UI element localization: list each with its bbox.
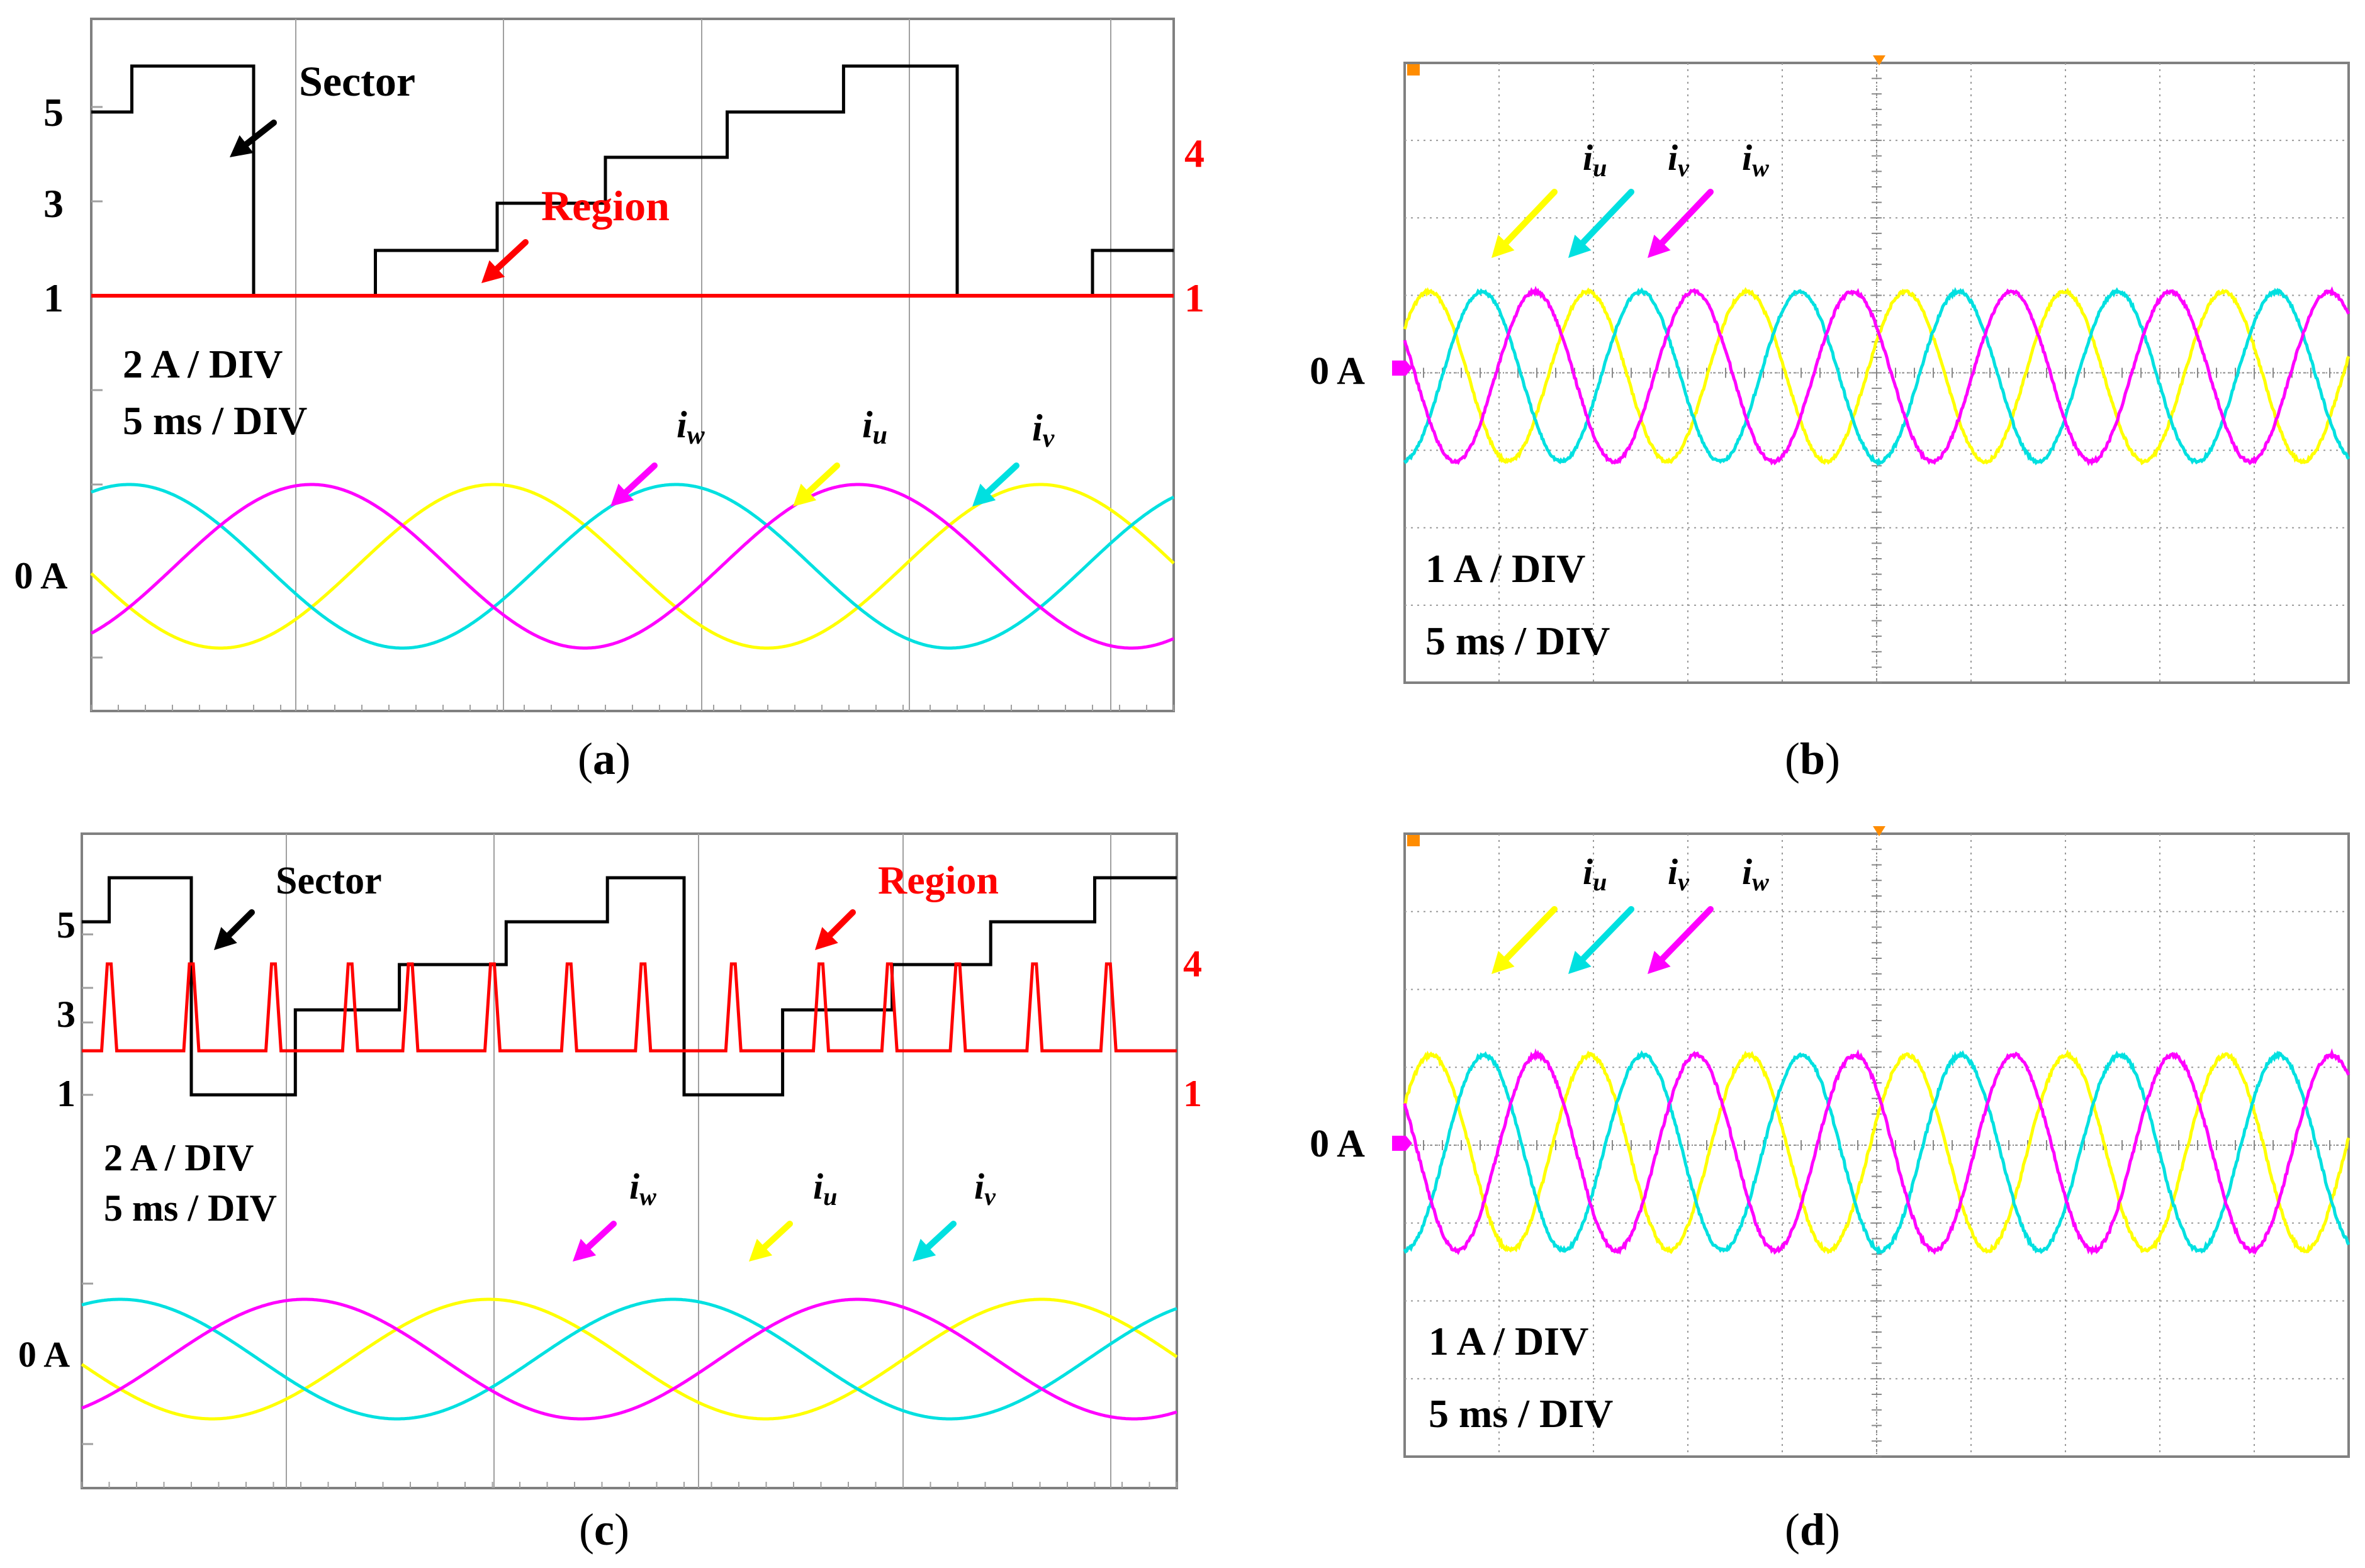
panel-c-tick-1: 1 [57,1073,76,1114]
panel-d: 0 A 1 A / DIV 5 ms / DIV iu iv iw (d) [1310,826,2351,1555]
panel-a-caption: (a) [578,734,631,784]
panel-a-waveforms [90,64,1175,650]
panel-b: 0 A 1 A / DIV 5 ms / DIV iu iv iw (b) [1310,55,2351,784]
panel-c: 5 3 1 4 1 0 A Sector Region 2 A / DIV 5 … [18,832,1202,1555]
panel-a-scale-current: 2 A / DIV [123,342,283,386]
c-iv-arrow [913,1221,957,1262]
b-iw-arrow [1648,189,1714,258]
panel-a-tick-5: 5 [43,90,64,135]
a-series-sector [91,64,1174,298]
panel-a-sector-label: Sector [299,57,415,105]
panel-c-tick-3: 3 [57,994,76,1035]
c-series-iu [81,1297,1178,1421]
panel-a-scale-time: 5 ms / DIV [123,398,307,443]
b-iv-arrow [1568,189,1634,258]
panel-d-trigger-arrow [1873,826,1885,836]
d-series-iw [1403,1048,2351,1256]
c-series-sector [82,876,1177,1097]
panel-a-frame [90,18,1175,712]
d-iu-arrow [1491,906,1558,974]
panel-b-zero-label: 0 A [1310,350,1365,393]
c-iw-arrow [573,1221,617,1262]
c-iu-arrow [749,1221,793,1262]
panel-c-caption: (c) [579,1504,629,1555]
panel-b-zero-marker [1392,361,1412,376]
a-iu-arrow [793,462,840,507]
a-iw-arrow [610,462,658,507]
panel-c-waveforms [81,876,1178,1421]
b-iu-arrow [1491,189,1558,258]
a-series-iv [91,483,1175,650]
panel-d-zero-label: 0 A [1310,1123,1365,1165]
panel-b-grid [1404,62,2349,683]
panel-b-trigger-marker [1407,64,1420,76]
panel-b-scale-current: 1 A / DIV [1425,546,1585,591]
panel-c-right-tick-4: 4 [1183,943,1202,985]
panel-c-scale-time: 5 ms / DIV [104,1187,277,1229]
panel-a-tick-1: 1 [43,276,64,320]
c-series-iw [81,1297,1177,1421]
c-series-iv [81,1297,1177,1421]
panel-d-scale-time: 5 ms / DIV [1429,1391,1613,1436]
panel-d-caption: (d) [1785,1504,1840,1555]
panel-c-grid [81,834,1177,1488]
c-region-arrow [815,909,856,950]
panel-a: 5 3 1 4 1 0 A Sector Region 2 A / DIV 5 … [14,18,1205,784]
panel-b-scale-time: 5 ms / DIV [1425,619,1610,663]
panel-c-region-label: Region [878,858,999,902]
d-iv-arrow [1568,906,1634,974]
panel-b-waveforms [1403,189,2351,467]
panel-a-zero-label: 0 A [14,555,67,596]
d-iw-arrow [1648,906,1714,974]
panel-c-frame [81,832,1178,1489]
panel-b-iu-label: iu [1583,137,1607,182]
a-series-iw [90,483,1174,650]
d-series-iu [1403,1049,2351,1255]
panel-a-region-label: Region [541,182,670,230]
panel-b-caption: (b) [1785,734,1840,784]
a-iv-arrow [972,462,1020,507]
b-series-iv [1403,287,2351,467]
panel-d-waveforms [1403,906,2351,1256]
panel-c-sector-label: Sector [276,860,382,902]
panel-c-tick-5: 5 [57,904,76,946]
panel-b-iw-label: iw [1742,137,1769,182]
panel-d-grid [1404,833,2349,1457]
a-series-iu [90,483,1175,650]
a-sector-arrow [230,120,277,157]
panel-d-zero-marker [1392,1136,1412,1151]
c-sector-arrow [214,909,255,950]
c-series-region [82,962,1177,1053]
panel-d-trigger-marker [1407,835,1420,846]
panel-a-right-tick-1: 1 [1184,276,1205,320]
a-region-arrow [481,239,529,283]
d-series-iv [1403,1050,2351,1255]
panel-c-right-tick-1: 1 [1183,1073,1202,1114]
b-series-iw [1403,286,2351,466]
panel-d-scale-current: 1 A / DIV [1429,1319,1588,1364]
panel-c-scale-current: 2 A / DIV [104,1137,254,1179]
panel-c-zero-label: 0 A [18,1334,70,1375]
panel-b-trigger-arrow [1873,55,1885,65]
panel-a-right-tick-4: 4 [1184,131,1205,176]
panel-a-tick-3: 3 [43,181,64,226]
